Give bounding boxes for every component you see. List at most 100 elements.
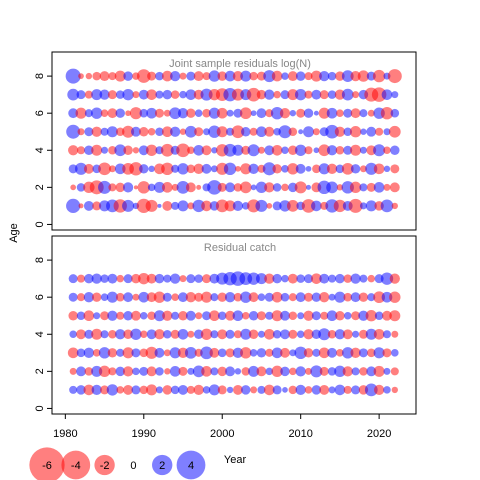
bubble: [147, 71, 157, 81]
bubble: [366, 182, 376, 192]
bubble: [280, 310, 290, 321]
bubble: [256, 348, 267, 358]
bubble: [311, 385, 322, 395]
bubble: [99, 89, 110, 100]
bubble: [364, 383, 378, 397]
bubble: [383, 128, 391, 136]
bubble: [129, 107, 142, 120]
bubble: [311, 311, 321, 321]
bubble: [272, 183, 282, 192]
bubble: [83, 200, 94, 211]
bubble: [287, 71, 298, 82]
bubble: [382, 310, 392, 321]
bubble: [170, 385, 180, 395]
bubble: [231, 88, 244, 101]
bubble: [66, 198, 81, 214]
bubble: [343, 385, 352, 394]
bubble: [164, 368, 171, 375]
bubble: [241, 367, 251, 376]
bubble: [310, 70, 322, 82]
bubble: [335, 311, 345, 321]
bubble: [209, 347, 220, 358]
bubble: [68, 145, 79, 156]
bubble: [311, 273, 322, 284]
bubble: [312, 348, 321, 357]
bubble: [257, 293, 266, 301]
bubble: [224, 200, 236, 212]
bubble: [193, 71, 204, 82]
bubble: [83, 347, 95, 358]
bubble: [83, 384, 95, 396]
bubble: [162, 292, 172, 302]
bubble: [297, 312, 305, 320]
bubble: [225, 366, 236, 377]
bubble: [348, 198, 363, 213]
bubble: [226, 109, 234, 117]
bubble: [349, 126, 362, 138]
bubble: [201, 200, 212, 212]
bubble: [318, 107, 330, 119]
bubble: [249, 71, 258, 81]
bubble: [146, 384, 158, 396]
legend-label: -6: [42, 460, 52, 472]
bubble: [163, 330, 172, 339]
bubble: [202, 72, 211, 81]
bubble: [76, 183, 86, 192]
bubble: [365, 310, 377, 322]
bubble: [350, 144, 362, 156]
bubble: [233, 108, 243, 118]
bubble: [270, 106, 284, 120]
bubble: [186, 71, 196, 81]
bubble: [129, 162, 143, 176]
bubble: [360, 128, 367, 135]
bubble: [310, 365, 323, 378]
bubble: [288, 145, 298, 155]
bubble: [177, 108, 189, 119]
bubble: [304, 274, 314, 284]
bubble: [147, 183, 156, 192]
bubble: [139, 348, 149, 358]
x-tick-label: 2010: [288, 428, 312, 440]
bubble: [264, 126, 275, 137]
bubble: [192, 365, 205, 378]
bubble: [146, 107, 157, 119]
bubble: [186, 108, 196, 118]
bubble: [303, 108, 314, 118]
bubble: [312, 164, 321, 174]
bubble: [91, 365, 103, 377]
bubble: [171, 293, 179, 301]
bubble: [288, 329, 298, 339]
bubble: [335, 71, 345, 81]
bubble: [138, 272, 150, 285]
bubble: [359, 183, 368, 192]
bubble: [333, 199, 347, 213]
bubble: [85, 72, 93, 80]
bubble: [147, 127, 156, 136]
bubble: [295, 384, 306, 396]
bubble: [239, 181, 252, 194]
bubble: [289, 349, 297, 357]
bubble: [373, 384, 385, 396]
panel-frame: [51, 51, 417, 231]
legend-label: 0: [130, 460, 136, 472]
bubble: [264, 89, 275, 100]
bubble: [383, 165, 391, 172]
bubble: [358, 310, 369, 321]
bubble: [223, 162, 237, 176]
bubble: [265, 311, 274, 320]
bubble: [91, 384, 102, 396]
bubble: [233, 330, 242, 339]
bubble: [380, 199, 394, 213]
y-tick-label: 0: [34, 221, 46, 227]
bubble: [352, 330, 360, 338]
bubble: [123, 274, 133, 284]
bubble: [193, 163, 204, 174]
bubble: [157, 203, 162, 208]
bubble: [131, 385, 141, 395]
bubble: [365, 200, 377, 212]
bubble: [359, 274, 368, 283]
bubble: [343, 274, 353, 283]
bubble: [77, 146, 86, 155]
bubble: [161, 182, 173, 193]
bubble: [185, 292, 196, 303]
